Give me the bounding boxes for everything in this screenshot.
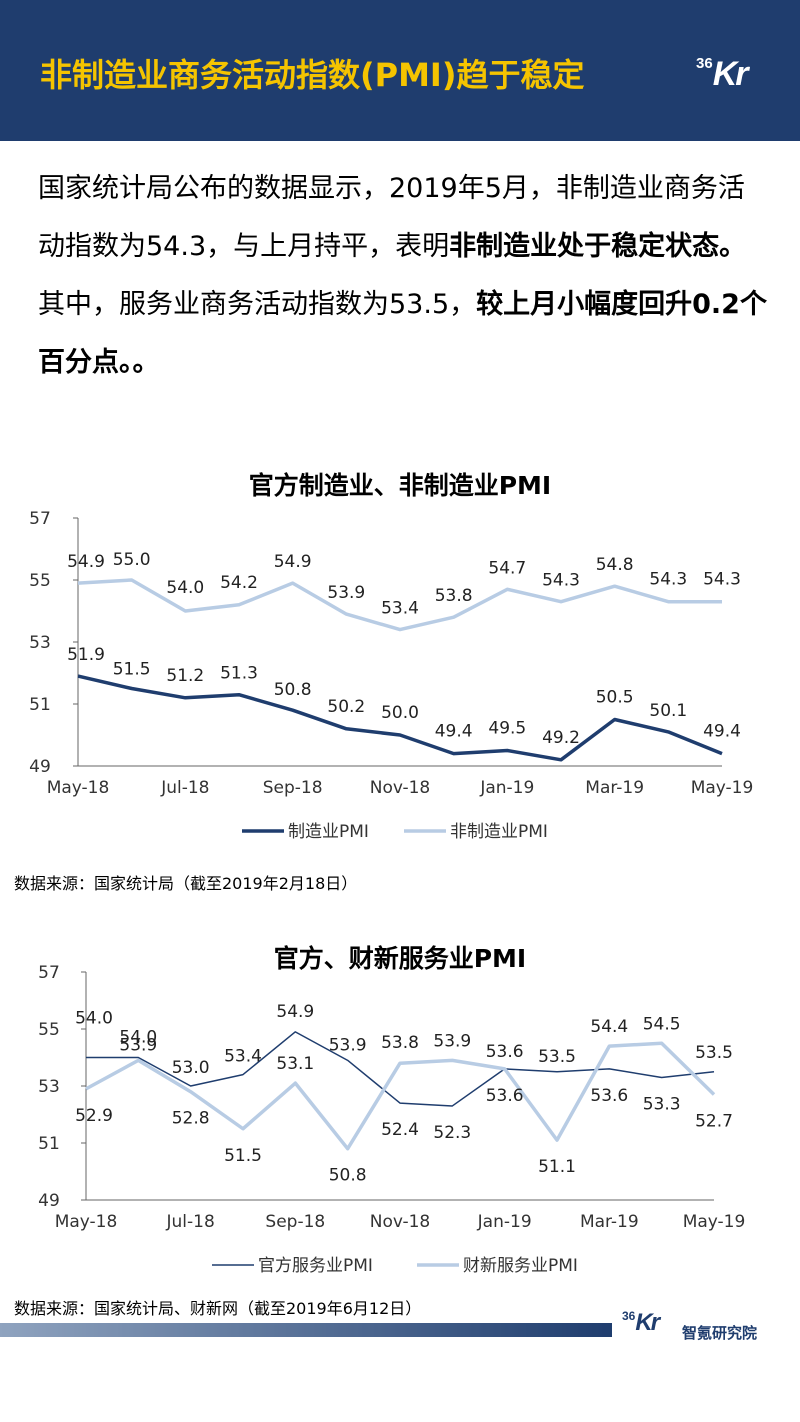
data-label: 52.9	[75, 1106, 113, 1126]
x-tick-label: Jan-19	[479, 778, 534, 798]
data-label: 51.1	[538, 1157, 576, 1177]
data-label: 54.3	[542, 571, 580, 591]
data-label: 50.8	[274, 680, 312, 700]
data-label: 53.9	[329, 1035, 367, 1055]
x-tick-label: Mar-19	[585, 778, 644, 798]
data-label: 53.6	[590, 1086, 628, 1106]
data-label: 49.2	[542, 728, 580, 748]
data-label: 54.5	[643, 1014, 681, 1034]
footer-brand-text: 智氪研究院	[682, 1324, 758, 1342]
data-label: 53.9	[327, 583, 365, 603]
data-label: 53.0	[172, 1058, 210, 1078]
data-label: 51.5	[113, 660, 151, 680]
data-label: 53.8	[435, 586, 473, 606]
x-tick-label: Jul-18	[166, 1212, 215, 1232]
x-tick-label: Mar-19	[580, 1212, 639, 1232]
data-label: 54.0	[166, 578, 204, 598]
data-label: 52.3	[433, 1123, 471, 1143]
data-label: 50.8	[329, 1166, 367, 1186]
data-label: 53.5	[695, 1043, 733, 1063]
chart2-source: 数据来源：国家统计局、财新网（截至2019年6月12日）	[14, 1299, 422, 1318]
data-label: 53.8	[381, 1033, 419, 1053]
data-label: 54.9	[276, 1002, 314, 1022]
data-label: 50.1	[649, 701, 687, 721]
data-label: 53.3	[643, 1094, 681, 1114]
data-label: 50.2	[327, 697, 365, 717]
intro-text: 国家统计局公布的数据显示，2019年5月，非制造业商务活动指数为54.3，与上月…	[38, 160, 768, 392]
legend-label-2: 非制造业PMI	[450, 822, 548, 842]
x-tick-label: May-18	[47, 778, 110, 798]
data-label: 54.9	[67, 552, 105, 572]
data-label: 53.4	[381, 599, 419, 619]
chart1-title: 官方制造业、非制造业PMI	[248, 471, 552, 500]
data-label: 53.9	[433, 1031, 471, 1051]
y-tick-label: 49	[29, 757, 51, 777]
data-label: 54.0	[75, 1009, 113, 1029]
y-tick-label: 57	[29, 509, 51, 529]
y-tick-label: 55	[38, 1020, 60, 1040]
legend-label-1: 制造业PMI	[288, 822, 369, 842]
data-label: 51.9	[67, 645, 105, 665]
data-label: 49.4	[703, 722, 741, 742]
data-label: 54.0	[119, 1028, 157, 1048]
data-label: 51.3	[220, 664, 258, 684]
intro-paragraph-1: 国家统计局公布的数据显示，2019年5月，非制造业商务活动指数为54.3，与上月…	[38, 173, 747, 262]
data-label: 52.8	[172, 1109, 210, 1129]
data-label: 51.5	[224, 1146, 262, 1166]
page-title: 非制造业商务活动指数(PMI)趋于稳定	[40, 56, 585, 94]
legend-label-2: 财新服务业PMI	[463, 1256, 578, 1276]
y-tick-label: 57	[38, 963, 60, 983]
data-label: 54.4	[590, 1017, 628, 1037]
y-tick-label: 49	[38, 1191, 60, 1211]
data-label: 54.7	[488, 558, 526, 578]
data-label: 54.2	[220, 573, 258, 593]
data-label: 53.9	[119, 1035, 157, 1055]
legend-label-1: 官方服务业PMI	[258, 1256, 373, 1276]
y-tick-label: 53	[38, 1077, 60, 1097]
x-tick-label: Jan-19	[477, 1212, 532, 1232]
data-label: 53.6	[486, 1042, 524, 1062]
intro-paragraph-2: 其中，服务业商务活动指数为53.5，较上月小幅度回升0.2个百分点。。	[38, 289, 767, 378]
footer-logo: 36Kr	[622, 1309, 660, 1336]
y-tick-label: 51	[38, 1134, 60, 1154]
chart2-plot: 49 51 53 55 57 May-18 Jul-18 Sep-18 Nov-18 Jan-19…	[38, 963, 746, 1276]
y-tick-label: 51	[29, 695, 51, 715]
data-label: 54.8	[596, 555, 634, 575]
data-label: 54.3	[649, 570, 687, 590]
data-label: 51.2	[166, 666, 204, 686]
data-label: 50.5	[596, 688, 634, 708]
data-label: 53.5	[538, 1047, 576, 1067]
x-tick-label: May-19	[691, 778, 754, 798]
y-tick-label: 53	[29, 633, 51, 653]
data-label: 55.0	[113, 550, 151, 570]
footer-gradient-bar	[0, 1323, 612, 1337]
data-label: 52.7	[695, 1112, 733, 1132]
x-tick-label: Nov-18	[370, 778, 431, 798]
data-label: 53.4	[224, 1047, 262, 1067]
chart2-title: 官方、财新服务业PMI	[273, 944, 527, 973]
header-banner: 非制造业商务活动指数(PMI)趋于稳定 36Kr	[0, 0, 800, 141]
chart1-plot: 49 51 53 55 57 May-18 Jul-18 Sep-18 Nov-18 Jan-19…	[29, 509, 754, 842]
brand-logo: 36Kr	[696, 55, 748, 93]
data-label: 54.9	[274, 552, 312, 572]
x-tick-label: Jul-18	[160, 778, 209, 798]
x-tick-label: May-19	[683, 1212, 746, 1232]
data-label: 49.4	[435, 722, 473, 742]
data-label: 49.5	[488, 719, 526, 739]
data-label: 53.1	[276, 1054, 314, 1074]
data-label: 54.3	[703, 570, 741, 590]
data-label: 52.4	[381, 1120, 419, 1140]
y-tick-label: 55	[29, 571, 51, 591]
data-label: 53.6	[486, 1086, 524, 1106]
x-tick-label: Nov-18	[370, 1212, 431, 1232]
data-label: 50.0	[381, 703, 419, 723]
x-tick-label: May-18	[55, 1212, 118, 1232]
x-tick-label: Sep-18	[263, 778, 323, 798]
x-tick-label: Sep-18	[265, 1212, 325, 1232]
chart1-source: 数据来源：国家统计局（截至2019年2月18日）	[14, 874, 358, 893]
